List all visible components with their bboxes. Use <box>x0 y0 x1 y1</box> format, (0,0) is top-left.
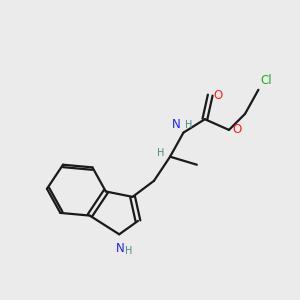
Text: O: O <box>213 88 223 102</box>
Text: Cl: Cl <box>261 74 272 87</box>
Text: H: H <box>125 246 132 256</box>
Text: H: H <box>185 121 192 130</box>
Text: N: N <box>116 242 124 255</box>
Text: O: O <box>232 123 242 136</box>
Text: N: N <box>172 118 181 131</box>
Text: H: H <box>157 148 164 158</box>
